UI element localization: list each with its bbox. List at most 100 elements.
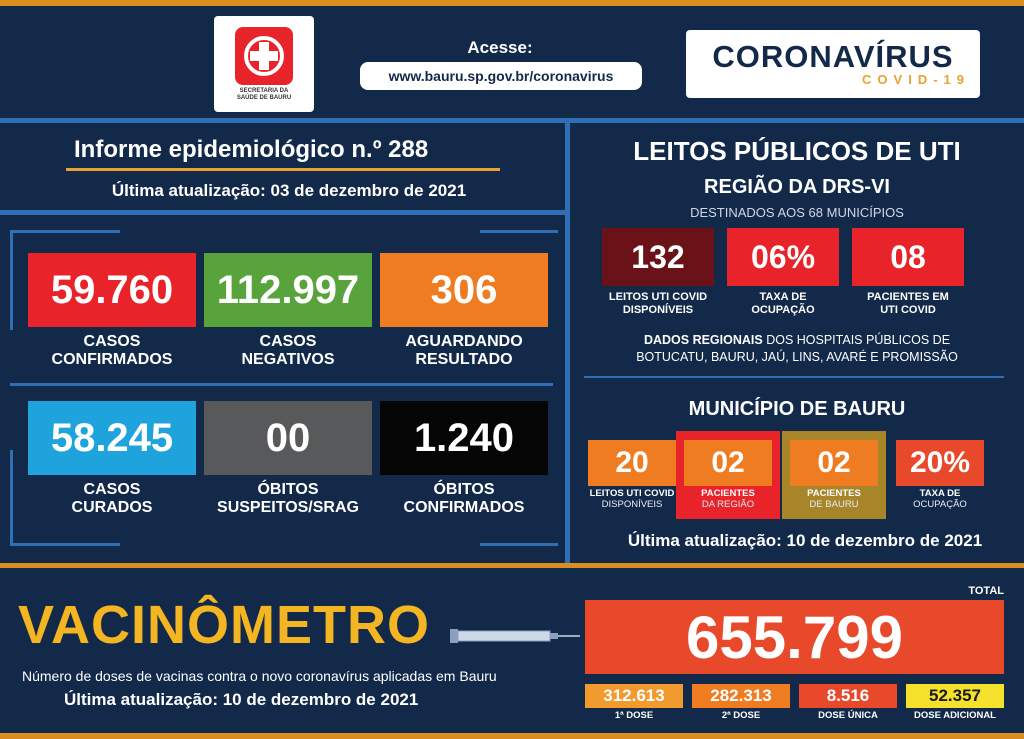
seal-line-1: SECRETARIA DA	[239, 87, 289, 94]
vaccine-updated: Última atualização: 10 de dezembro de 20…	[64, 690, 419, 709]
city-label-line2: DA REGIÃO	[701, 498, 755, 510]
dose-value: 52.357	[906, 684, 1004, 708]
stat-label: AGUARDANDO RESULTADO	[380, 333, 548, 370]
city-value: 02	[790, 440, 878, 486]
stat-value: 1.240	[380, 401, 548, 475]
regional-label: TAXA DE OCUPAÇÃO	[717, 291, 849, 316]
stat-label-line2: CONFIRMADOS	[51, 351, 173, 369]
total-doses: 655.799	[585, 600, 1004, 674]
city-label-line1: TAXA DE	[919, 488, 961, 499]
frame-corner	[480, 230, 558, 233]
vaccine-description: Número de doses de vacinas contra o novo…	[22, 668, 497, 684]
regional-label-line2: OCUPAÇÃO	[751, 303, 815, 316]
syringe-icon	[450, 626, 580, 646]
city-label-line2: DISPONÍVEIS	[601, 498, 663, 510]
city-title: MUNICÍPIO DE BAURU	[688, 398, 906, 420]
regional-label-line1: PACIENTES EM	[867, 291, 949, 303]
regional-value: 06%	[727, 228, 839, 286]
top-border	[0, 0, 1024, 6]
city-label: PACIENTES DE BAURU	[782, 488, 886, 511]
stat-label-line1: CASOS	[83, 481, 141, 498]
informe-updated: Última atualização: 03 de dezembro de 20…	[111, 181, 467, 200]
vaccine-divider	[0, 563, 1024, 568]
city-label-line1: LEITOS UTI COVID	[589, 488, 675, 499]
bottom-border	[0, 733, 1024, 739]
uti-region: REGIÃO DA DRS-VI	[704, 176, 890, 198]
dose-value: 282.313	[692, 684, 790, 708]
coronavirus-brand: CORONAVÍRUS COVID-19	[686, 30, 980, 98]
city-value: 02	[684, 440, 772, 486]
health-secretariat-logo: SECRETARIA DA SAÚDE DE BAURU	[214, 16, 314, 112]
informe-underline	[66, 168, 500, 171]
city-label: TAXA DE OCUPAÇÃO	[888, 488, 992, 511]
informe-divider	[0, 210, 565, 215]
regional-note-line2: BOTUCATU, BAURU, JAÚ, LINS, AVARÉ E PROM…	[636, 349, 958, 364]
stat-label-line1: AGUARDANDO	[405, 333, 523, 350]
stat-value: 59.760	[28, 253, 196, 327]
stat-label-line2: RESULTADO	[415, 351, 513, 369]
brand-subtitle: COVID-19	[862, 72, 970, 87]
total-label: TOTAL	[968, 585, 1004, 597]
brand-title: CORONAVÍRUS	[712, 39, 954, 74]
stats-row-divider	[10, 383, 553, 386]
dose-label: 1ª DOSE	[614, 710, 654, 721]
stat-label-line2: CURADOS	[71, 499, 153, 517]
uti-subdivider	[584, 376, 1004, 378]
dose-label: DOSE ÚNICA	[818, 710, 878, 721]
city-updated: Última atualização: 10 de dezembro de 20…	[627, 531, 983, 550]
stat-label: ÓBITOS SUSPEITOS/SRAG	[204, 481, 372, 518]
stat-label-line2: NEGATIVOS	[241, 351, 335, 369]
stat-label-line1: ÓBITOS	[257, 481, 319, 498]
informe-title: Informe epidemiológico n.º 288	[74, 136, 429, 163]
regional-label-line2: UTI COVID	[880, 303, 936, 316]
city-label-line1: PACIENTES	[807, 488, 861, 499]
stat-value: 58.245	[28, 401, 196, 475]
regional-note: DADOS REGIONAIS DOS HOSPITAIS PÚBLICOS D…	[570, 332, 1024, 366]
regional-note-bold: DADOS REGIONAIS	[643, 333, 763, 347]
dose-label: DOSE ADICIONAL	[914, 710, 996, 721]
city-label: PACIENTES DA REGIÃO	[676, 488, 780, 511]
stat-label-line1: CASOS	[83, 333, 141, 350]
city-label-line2: DE BAURU	[809, 498, 859, 510]
regional-label-line1: LEITOS UTI COVID	[608, 291, 708, 303]
regional-label-line2: DISPONÍVEIS	[622, 303, 694, 316]
uti-destined: DESTINADOS AOS 68 MUNICÍPIOS	[690, 205, 904, 220]
uti-title: LEITOS PÚBLICOS DE UTI	[633, 136, 961, 166]
city-label-line1: PACIENTES	[701, 488, 755, 499]
vaccine-title: VACINÔMETRO	[18, 595, 430, 655]
dose-value: 8.516	[799, 684, 897, 708]
stat-value: 00	[204, 401, 372, 475]
regional-note-rest: DOS HOSPITAIS PÚBLICOS DE	[762, 333, 951, 347]
frame-corner	[10, 543, 120, 546]
seal-line-2: SAÚDE DE BAURU	[236, 94, 292, 101]
red-cross-icon	[235, 26, 293, 85]
frame-corner	[10, 230, 13, 330]
access-url-link[interactable]: www.bauru.sp.gov.br/coronavirus	[360, 62, 642, 90]
frame-corner	[480, 543, 558, 546]
vertical-divider	[565, 123, 570, 563]
frame-corner	[10, 450, 13, 546]
city-label-line2: OCUPAÇÃO	[913, 498, 967, 510]
city-label: LEITOS UTI COVID DISPONÍVEIS	[580, 488, 684, 511]
stat-label: ÓBITOS CONFIRMADOS	[380, 481, 548, 518]
header-divider	[0, 118, 1024, 123]
access-label: Acesse:	[467, 38, 533, 57]
stat-value: 306	[380, 253, 548, 327]
stat-label-line2: SUSPEITOS/SRAG	[217, 499, 359, 517]
frame-corner	[10, 230, 120, 233]
regional-label-line1: TAXA DE	[759, 291, 807, 303]
regional-label: PACIENTES EM UTI COVID	[842, 291, 974, 316]
stat-label-line2: CONFIRMADOS	[403, 499, 525, 517]
dose-label: 2ª DOSE	[721, 710, 761, 721]
city-value: 20%	[896, 440, 984, 486]
stat-label: CASOS CONFIRMADOS	[28, 333, 196, 370]
city-value: 20	[588, 440, 676, 486]
regional-label: LEITOS UTI COVID DISPONÍVEIS	[592, 291, 724, 316]
regional-value: 132	[602, 228, 714, 286]
stat-label-line1: CASOS	[259, 333, 317, 350]
stat-label: CASOS CURADOS	[28, 481, 196, 518]
regional-value: 08	[852, 228, 964, 286]
stat-label: CASOS NEGATIVOS	[204, 333, 372, 370]
stat-label-line1: ÓBITOS	[433, 481, 495, 498]
dose-value: 312.613	[585, 684, 683, 708]
